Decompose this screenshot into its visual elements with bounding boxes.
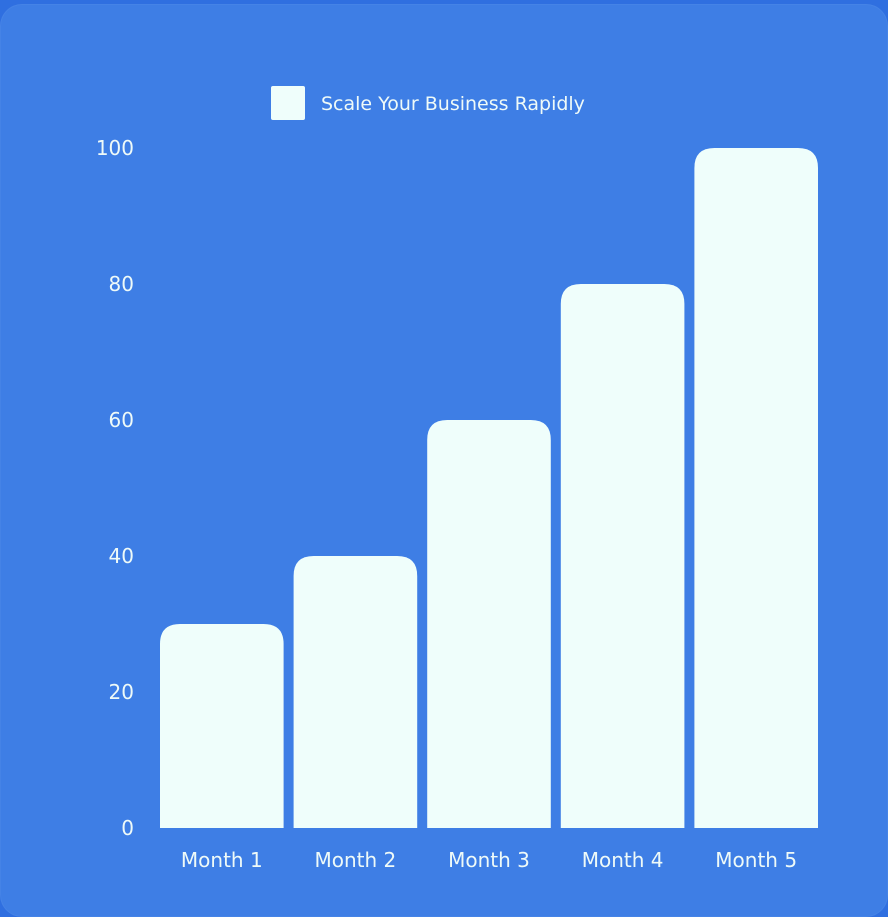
- bar-month-5[interactable]: [694, 148, 818, 828]
- y-tick-label: 60: [109, 408, 134, 432]
- bar-chart: Scale Your Business Rapidly 0 20 40 60 80 100…: [96, 86, 818, 872]
- x-tick-label: Month 4: [582, 848, 664, 872]
- x-tick-label: Month 3: [448, 848, 530, 872]
- x-tick-label: Month 5: [715, 848, 797, 872]
- y-axis: 0 20 40 60 80 100: [96, 136, 134, 840]
- legend[interactable]: Scale Your Business Rapidly: [271, 86, 585, 120]
- bar-month-2[interactable]: [293, 556, 418, 828]
- y-tick-label: 80: [109, 272, 134, 296]
- bar-month-4[interactable]: [560, 284, 685, 828]
- legend-swatch: [271, 86, 305, 120]
- y-tick-label: 40: [109, 544, 134, 568]
- bar-month-1[interactable]: [160, 624, 284, 828]
- x-tick-label: Month 1: [181, 848, 263, 872]
- bars: [160, 148, 818, 828]
- x-tick-label: Month 2: [315, 848, 397, 872]
- y-tick-label: 20: [109, 680, 134, 704]
- y-tick-label: 100: [96, 136, 134, 160]
- bar-month-3[interactable]: [427, 420, 551, 828]
- legend-label: Scale Your Business Rapidly: [321, 93, 585, 115]
- x-axis: Month 1 Month 2 Month 3 Month 4 Month 5: [181, 848, 797, 872]
- chart-card: Scale Your Business Rapidly 0 20 40 60 80 100…: [0, 4, 888, 917]
- y-tick-label: 0: [121, 816, 134, 840]
